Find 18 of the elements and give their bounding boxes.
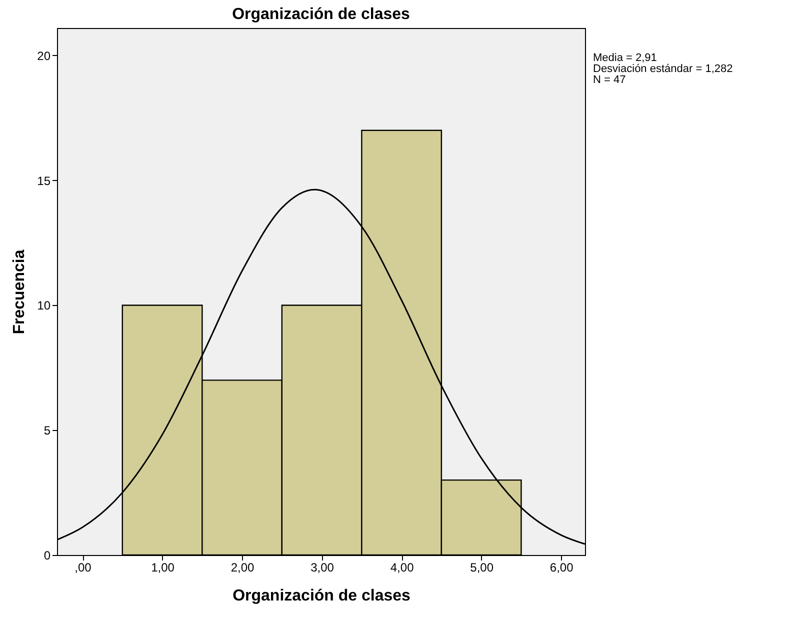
y-tick-label: 5	[44, 424, 51, 438]
x-tick-label: 6,00	[550, 560, 574, 574]
y-tick-label: 20	[37, 48, 51, 63]
text: Desviación estándar = 1,282	[593, 63, 733, 75]
x-tick-label: 5,00	[470, 560, 494, 574]
y-tick-label: 0	[44, 548, 51, 562]
x-tick-label: 4,00	[390, 560, 414, 574]
chart-title: Organización de clases	[232, 6, 410, 23]
y-tick-label: 10	[37, 298, 51, 313]
y-axis-title: Frecuencia	[11, 250, 28, 334]
x-tick-label: ,00	[74, 560, 92, 574]
y-tick-label: 15	[37, 174, 51, 188]
x-axis-title: Organización de clases	[232, 588, 411, 604]
x-tick-label: 1,00	[151, 560, 175, 574]
text: Media = 2,91	[593, 52, 657, 64]
x-tick-label: 3,00	[310, 560, 334, 574]
x-tick-label: 2,00	[230, 560, 255, 574]
text: N = 47	[593, 74, 626, 86]
